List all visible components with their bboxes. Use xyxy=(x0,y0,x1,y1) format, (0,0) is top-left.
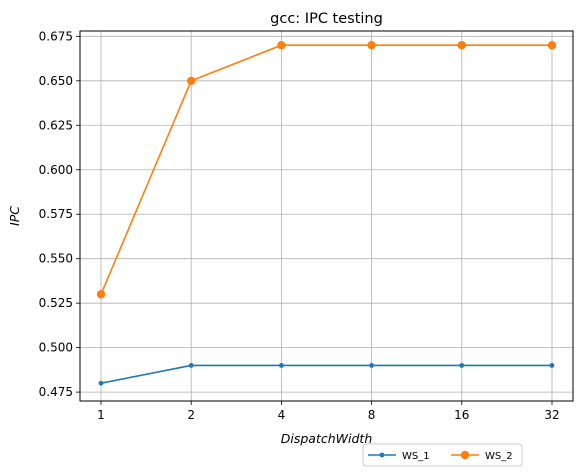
data-point xyxy=(369,363,374,368)
y-tick-label: 0.575 xyxy=(39,207,73,221)
y-tick-label: 0.625 xyxy=(39,118,73,132)
data-point xyxy=(96,290,106,299)
y-tick-label: 0.600 xyxy=(39,163,73,177)
series xyxy=(96,41,557,386)
data-point xyxy=(188,363,194,368)
x-tick-label: 1 xyxy=(97,408,105,422)
x-axis-label: DispatchWidth xyxy=(281,431,373,446)
x-tick-label: 32 xyxy=(544,408,559,422)
legend: WS_1 WS_2 xyxy=(362,443,523,467)
data-point xyxy=(457,41,466,50)
y-tick-label: 0.500 xyxy=(39,341,73,355)
data-point xyxy=(277,41,286,50)
x-tick-label: 8 xyxy=(368,408,376,422)
series-line-ws_1 xyxy=(100,364,552,384)
x-ticks: 1 2 4 8 16 32 xyxy=(97,401,560,422)
plot-frame xyxy=(79,30,574,402)
x-tick-label: 16 xyxy=(454,408,469,422)
legend-marker-ws_1 xyxy=(379,452,385,458)
y-tick-label: 0.550 xyxy=(39,252,73,266)
y-tick-label: 0.475 xyxy=(39,385,73,399)
data-point xyxy=(98,380,104,386)
y-tick-label: 0.650 xyxy=(39,74,73,88)
data-point xyxy=(367,41,376,50)
data-point xyxy=(549,363,555,368)
data-point xyxy=(459,363,465,368)
data-point xyxy=(547,41,557,50)
data-point xyxy=(187,76,196,86)
y-axis-label: IPC xyxy=(7,206,22,226)
y-ticks: 0.475 0.500 0.525 0.550 0.575 0.600 0.625 0.650… xyxy=(39,29,80,399)
x-tick-label: 4 xyxy=(278,408,286,422)
legend-frame xyxy=(362,443,523,467)
legend-marker-ws_2 xyxy=(460,450,470,460)
axes xyxy=(79,30,574,402)
legend-label-ws_1: WS_1 xyxy=(402,451,430,462)
grid xyxy=(80,31,573,401)
legend-label-ws_2: WS_2 xyxy=(485,451,513,462)
y-tick-label: 0.675 xyxy=(39,29,73,43)
data-point xyxy=(279,363,284,368)
x-tick-label: 2 xyxy=(187,408,195,422)
y-tick-label: 0.525 xyxy=(39,296,73,310)
chart-title: gcc: IPC testing xyxy=(270,11,383,27)
series-line-ws_2 xyxy=(100,44,552,295)
